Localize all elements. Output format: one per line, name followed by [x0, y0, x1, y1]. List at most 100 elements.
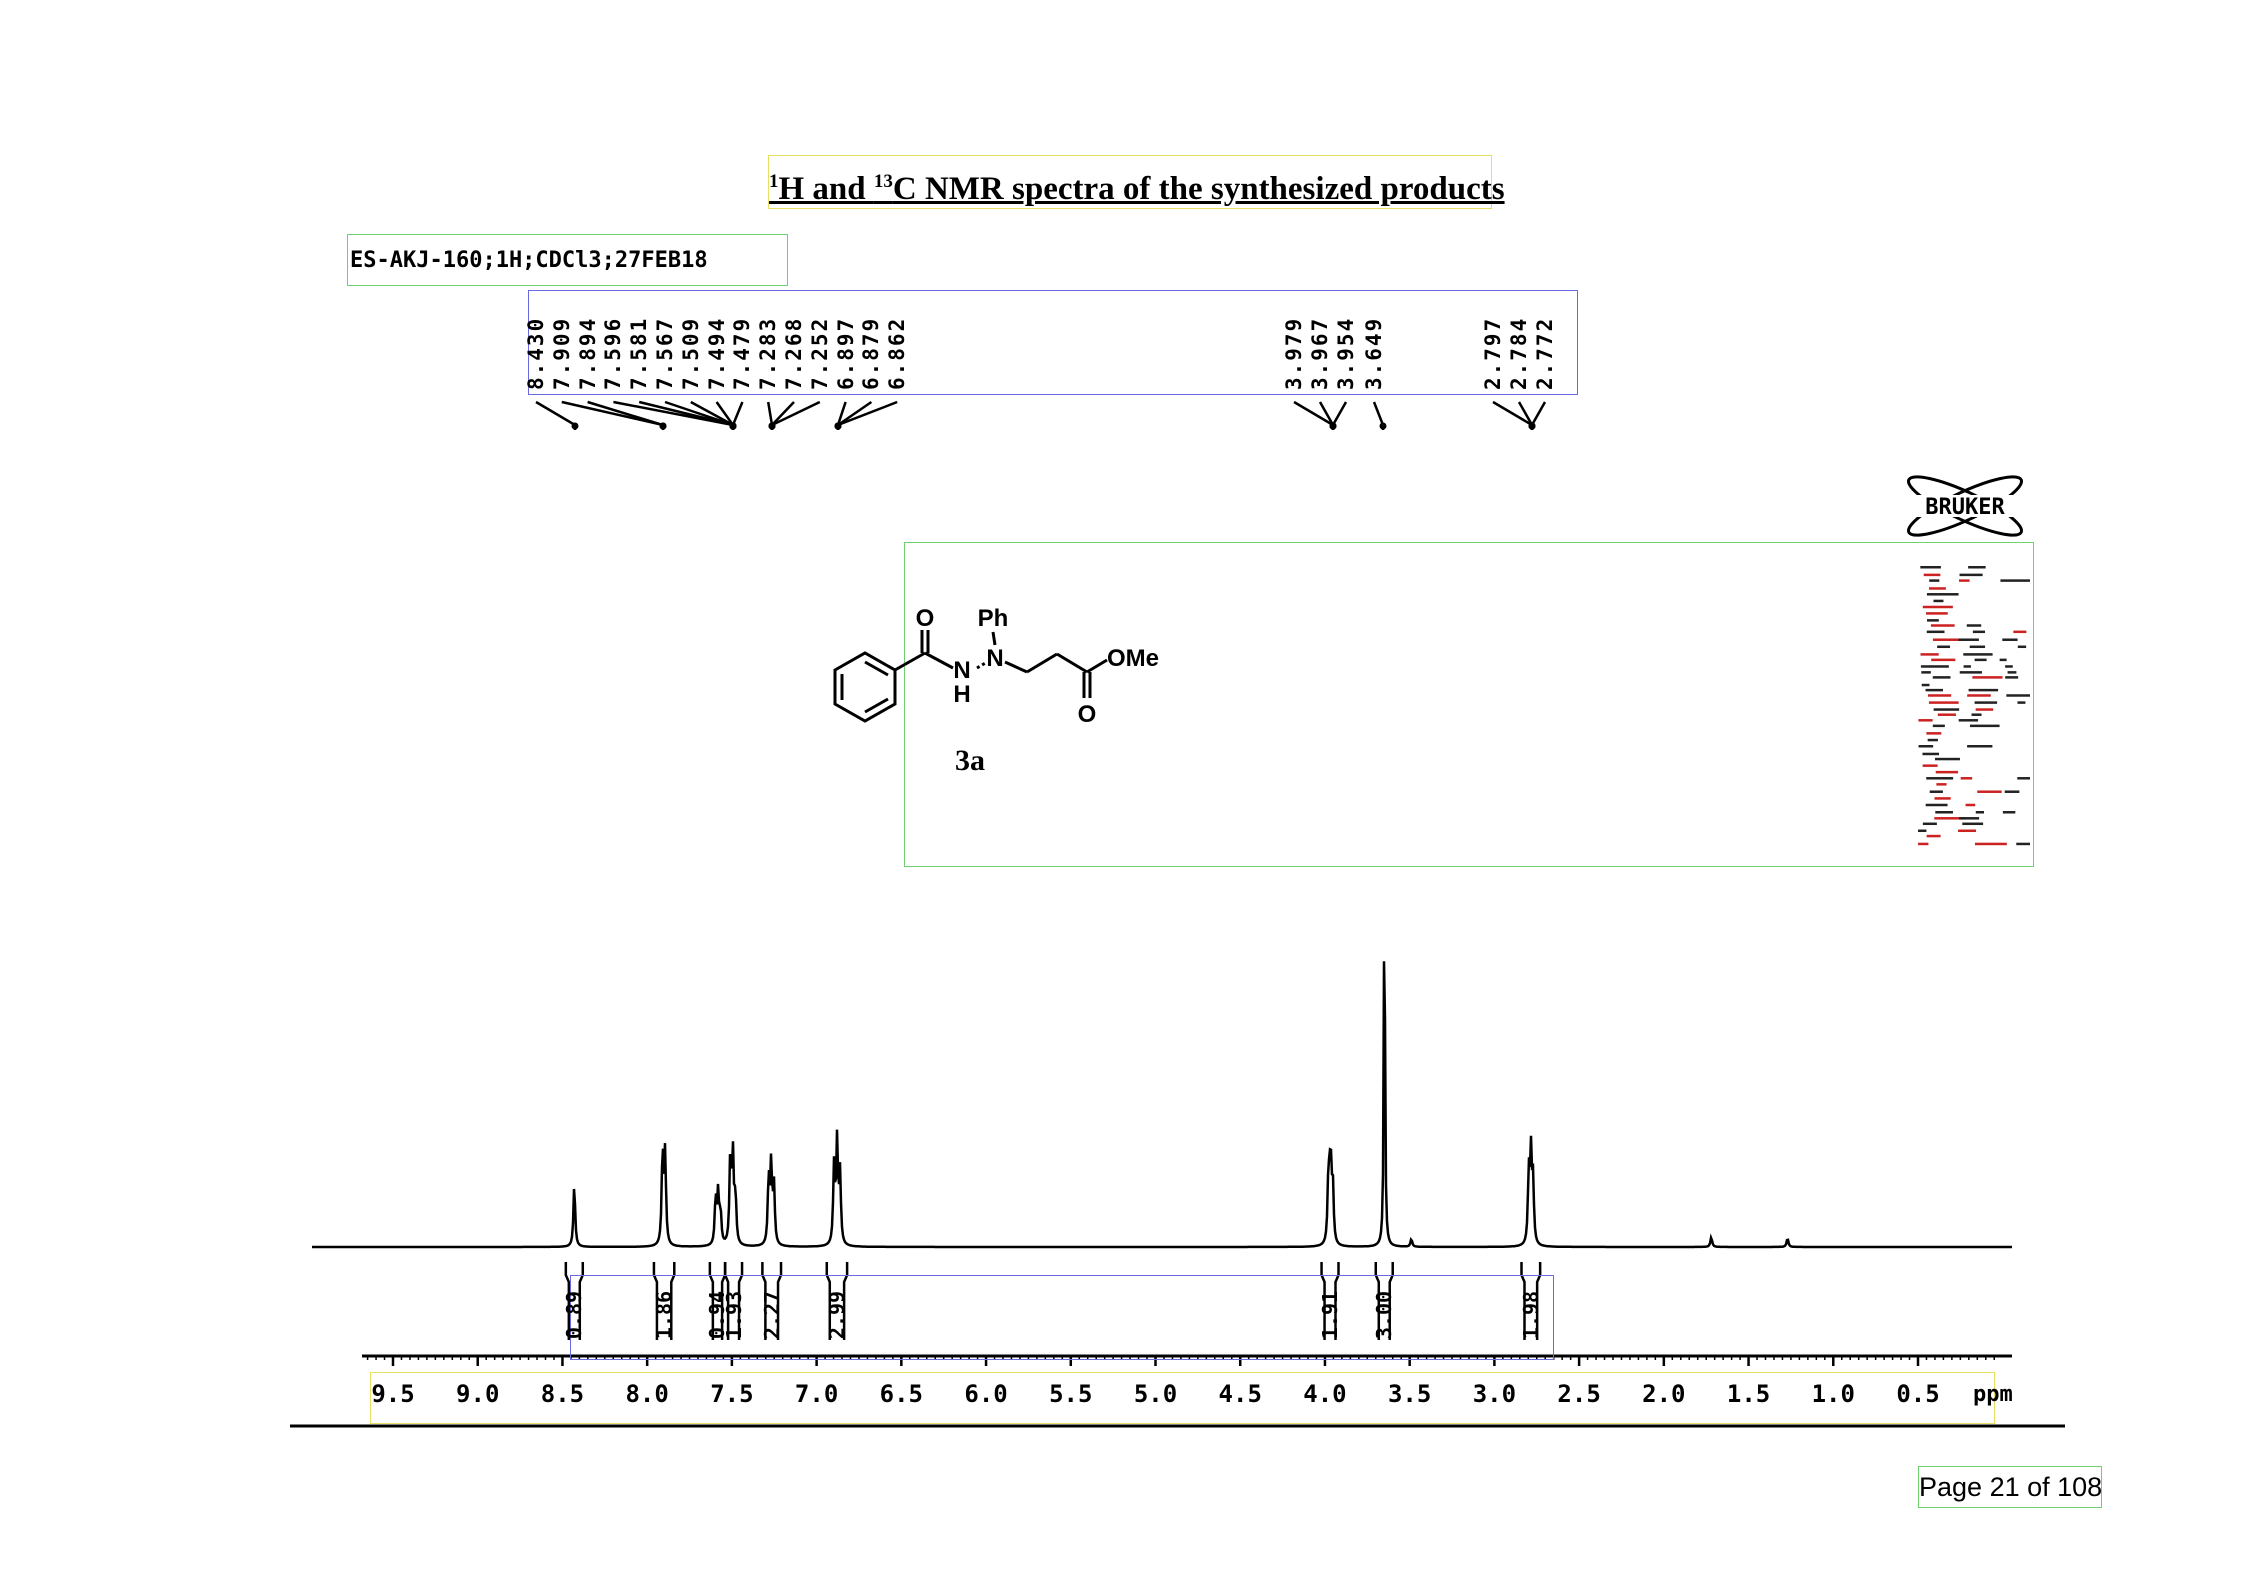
x-tick-label: 0.5	[1896, 1380, 1940, 1408]
parameter-mark	[1971, 713, 1982, 716]
parameter-mark	[1975, 811, 1985, 814]
parameter-mark	[1935, 811, 1953, 814]
svg-text:N: N	[986, 645, 1003, 672]
logo-text: BRUKER	[1925, 495, 2005, 520]
x-axis-label-box	[370, 1372, 1995, 1424]
integral-bracket	[825, 1262, 849, 1340]
integral-bracket	[564, 1262, 585, 1340]
parameter-mark	[1920, 566, 1941, 569]
parameter-mark	[1960, 777, 1973, 780]
x-tick-label: 1.0	[1811, 1380, 1855, 1408]
parameter-mark	[1932, 676, 1951, 679]
parameter-mark	[1958, 719, 1979, 722]
peak-connector-dot	[659, 422, 667, 430]
parameter-mark	[1967, 694, 1991, 697]
x-tick-label: 8.0	[625, 1380, 669, 1408]
x-tick-label: 9.5	[371, 1380, 415, 1408]
page-title: 1H and 13C NMR spectra of the synthesize…	[768, 155, 1505, 209]
parameter-mark	[1927, 738, 1938, 742]
integral-label: 1.86	[652, 1290, 677, 1340]
x-tick-label: 3.0	[1472, 1380, 1517, 1408]
parameter-mark	[1962, 822, 1984, 826]
parameter-mark	[2004, 790, 2020, 793]
x-tick-label: 8.5	[540, 1380, 585, 1408]
integral-label: 2.99	[824, 1290, 849, 1340]
parameter-mark	[2017, 701, 2026, 704]
parameter-mark	[1929, 587, 1946, 590]
structure-box	[904, 542, 2034, 867]
parameter-mark	[1937, 713, 1956, 716]
parameter-mark	[1926, 777, 1954, 780]
x-tick-label: 9.0	[456, 1380, 500, 1408]
parameter-mark	[1999, 658, 2007, 662]
x-tick-label: 4.0	[1303, 1380, 1347, 1408]
parameter-mark	[1927, 694, 1952, 697]
peak-connector-dot	[571, 422, 579, 430]
parameter-mark	[1922, 764, 1938, 767]
parameter-mark	[1974, 658, 1987, 662]
parameter-mark	[1918, 842, 1929, 846]
parameter-mark	[1937, 645, 1951, 649]
svg-text:O: O	[916, 605, 935, 632]
x-tick-label: 2.5	[1557, 1380, 1601, 1408]
parameter-mark	[1931, 658, 1956, 662]
peak-connector-dot	[729, 422, 737, 430]
parameter-mark	[1926, 593, 1959, 596]
parameter-mark	[1963, 653, 1993, 656]
peak-connector	[836, 400, 898, 430]
parameter-mark	[1959, 579, 1970, 582]
peak-connector-dot	[1379, 422, 1387, 430]
x-tick-label: 7.5	[710, 1380, 754, 1408]
parameter-mark	[1921, 671, 1931, 674]
x-tick-label: 3.5	[1387, 1380, 1432, 1408]
parameter-mark	[1923, 573, 1941, 577]
parameter-mark	[1928, 701, 1959, 704]
parameter-mark	[2002, 811, 2016, 814]
chemical-structure: O Ph N H N OMe O 3a	[805, 590, 1185, 790]
x-tick-label: 6.0	[964, 1380, 1008, 1408]
peak-labels-box	[528, 290, 1578, 395]
x-tick-label: 7.0	[794, 1380, 839, 1408]
svg-text:OMe: OMe	[1107, 645, 1159, 672]
parameter-mark	[1959, 573, 1983, 577]
integral-brackets	[564, 1262, 1542, 1340]
title-text: H and	[778, 171, 874, 207]
parameter-mark	[1963, 665, 1971, 668]
integral-bracket	[652, 1262, 676, 1340]
bruker-logo: BRUKER	[1895, 475, 2035, 537]
peak-connector-dot	[1329, 422, 1337, 430]
parameter-mark	[1926, 834, 1941, 838]
peak-connector-dot	[768, 422, 776, 430]
x-axis-unit: ppm	[1973, 1382, 2013, 1407]
x-tick-label: 4.5	[1218, 1380, 1262, 1408]
parameter-mark	[1975, 708, 1994, 711]
integral-label: 3.00	[1372, 1290, 1397, 1340]
peak-connector	[535, 400, 577, 430]
parameter-mark	[1972, 676, 2003, 679]
integral-bracket	[1520, 1262, 1542, 1340]
parameter-mark	[1966, 624, 1982, 627]
parameter-mark	[1974, 842, 2007, 846]
parameter-mark	[1918, 829, 1927, 833]
parameter-mark	[1936, 783, 1947, 786]
parameter-mark	[1959, 817, 1980, 820]
parameter-mark	[1968, 566, 1986, 569]
parameter-mark	[1922, 752, 1939, 756]
parameter-mark	[1932, 638, 1962, 641]
integral-bracket	[1320, 1262, 1340, 1340]
compound-id: 3a	[955, 744, 985, 777]
integral-label: 2.27	[759, 1290, 784, 1340]
parameter-mark	[1920, 665, 1949, 668]
parameter-mark	[1933, 708, 1960, 711]
parameter-mark	[1922, 822, 1937, 826]
acquisition-parameters	[1918, 560, 2039, 850]
parameter-mark	[1926, 612, 1948, 615]
peak-connectors	[535, 400, 1547, 430]
parameter-mark	[1920, 653, 1939, 656]
x-tick-label: 5.5	[1049, 1380, 1093, 1408]
parameter-mark	[2016, 842, 2038, 846]
parameter-mark	[1932, 724, 1945, 728]
spectrum-trace	[312, 961, 2012, 1249]
parameter-mark	[2013, 630, 2027, 634]
